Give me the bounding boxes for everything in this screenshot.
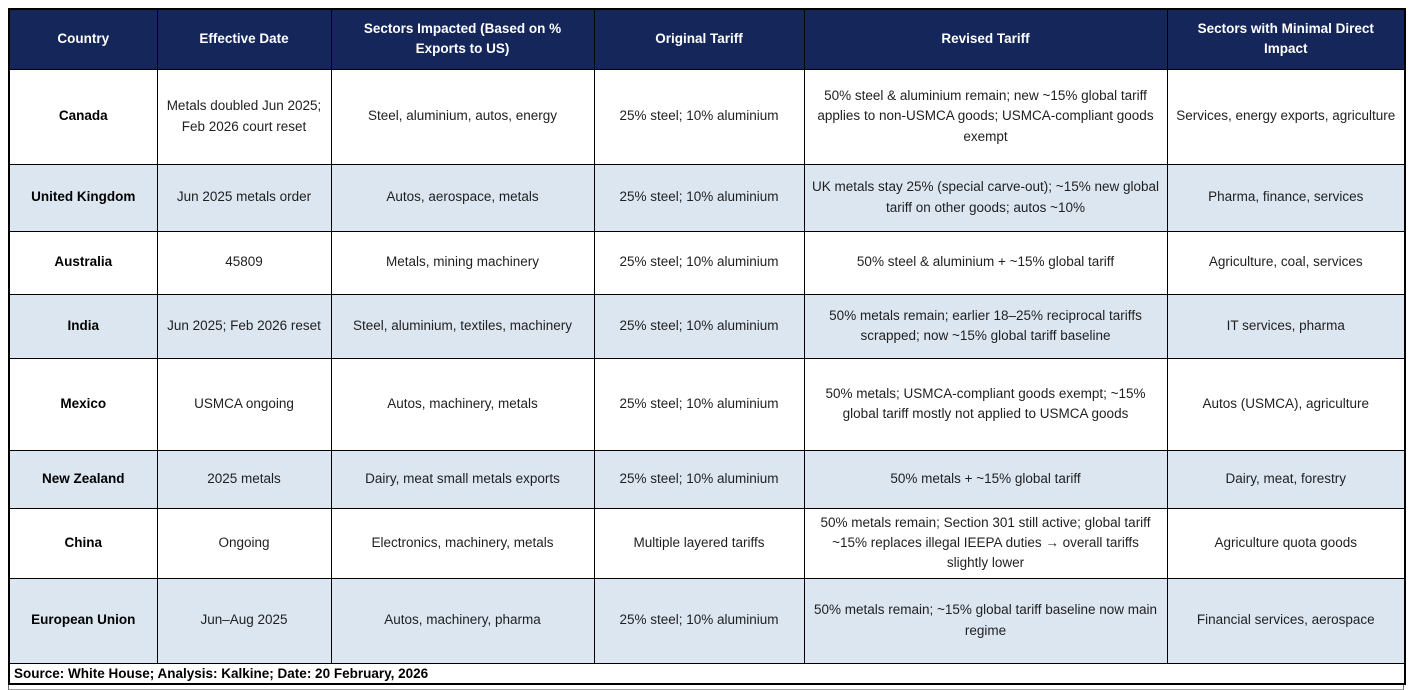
cell-effective-date: 2025 metals <box>156 449 332 509</box>
cell-minimal-impact: Pharma, finance, services <box>1166 163 1406 232</box>
cell-original-tariff: 25% steel; 10% aluminium <box>593 230 805 295</box>
cell-country: Mexico <box>8 357 158 451</box>
cell-effective-date: Metals doubled Jun 2025; Feb 2026 court … <box>156 68 332 165</box>
cell-original-tariff: Multiple layered tariffs <box>593 507 805 579</box>
table-row-european-union: European Union Jun–Aug 2025 Autos, machi… <box>8 577 1406 664</box>
tariff-table-container: Country Effective Date Sectors Impacted … <box>8 8 1406 690</box>
cell-revised-tariff: UK metals stay 25% (special carve-out); … <box>803 163 1168 232</box>
cell-sectors-impacted: Metals, mining machinery <box>330 230 595 295</box>
table-row-india: India Jun 2025; Feb 2026 reset Steel, al… <box>8 293 1406 359</box>
cell-revised-tariff: 50% steel & aluminium + ~15% global tari… <box>803 230 1168 295</box>
cell-sectors-impacted: Electronics, machinery, metals <box>330 507 595 579</box>
cell-country: European Union <box>8 577 158 664</box>
cell-effective-date: Jun–Aug 2025 <box>156 577 332 664</box>
cell-sectors-impacted: Autos, aerospace, metals <box>330 163 595 232</box>
column-header-original-tariff: Original Tariff <box>593 8 805 70</box>
source-note: Source: White House; Analysis: Kalkine; … <box>8 662 1406 686</box>
cell-revised-tariff: 50% metals remain; ~15% global tariff ba… <box>803 577 1168 664</box>
table-row-australia: Australia 45809 Metals, mining machinery… <box>8 230 1406 295</box>
cell-original-tariff: 25% steel; 10% aluminium <box>593 68 805 165</box>
cell-sectors-impacted: Dairy, meat small metals exports <box>330 449 595 509</box>
column-header-sectors-impacted: Sectors Impacted (Based on % Exports to … <box>330 8 595 70</box>
table-row-canada: Canada Metals doubled Jun 2025; Feb 2026… <box>8 68 1406 165</box>
cell-effective-date: Ongoing <box>156 507 332 579</box>
cell-effective-date: Jun 2025 metals order <box>156 163 332 232</box>
cell-sectors-impacted: Steel, aluminium, autos, energy <box>330 68 595 165</box>
table-row-china: China Ongoing Electronics, machinery, me… <box>8 507 1406 579</box>
cell-sectors-impacted: Autos, machinery, pharma <box>330 577 595 664</box>
cell-revised-tariff: 50% metals + ~15% global tariff <box>803 449 1168 509</box>
cell-revised-tariff: 50% metals; USMCA-compliant goods exempt… <box>803 357 1168 451</box>
column-header-minimal-impact: Sectors with Minimal Direct Impact <box>1166 8 1406 70</box>
source-row: Source: White House; Analysis: Kalkine; … <box>8 662 1406 686</box>
cell-revised-tariff: 50% metals remain; earlier 18–25% recipr… <box>803 293 1168 359</box>
cell-revised-tariff: 50% steel & aluminium remain; new ~15% g… <box>803 68 1168 165</box>
cell-minimal-impact: IT services, pharma <box>1166 293 1406 359</box>
cell-original-tariff: 25% steel; 10% aluminium <box>593 293 805 359</box>
cell-sectors-impacted: Autos, machinery, metals <box>330 357 595 451</box>
column-header-effective-date: Effective Date <box>156 8 332 70</box>
table-row-united-kingdom: United Kingdom Jun 2025 metals order Aut… <box>8 163 1406 232</box>
cell-effective-date: 45809 <box>156 230 332 295</box>
cell-original-tariff: 25% steel; 10% aluminium <box>593 449 805 509</box>
header-row: Country Effective Date Sectors Impacted … <box>8 8 1406 70</box>
cell-country: India <box>8 293 158 359</box>
cell-country: Canada <box>8 68 158 165</box>
cell-effective-date: Jun 2025; Feb 2026 reset <box>156 293 332 359</box>
cell-minimal-impact: Autos (USMCA), agriculture <box>1166 357 1406 451</box>
cell-sectors-impacted: Steel, aluminium, textiles, machinery <box>330 293 595 359</box>
cell-revised-tariff: 50% metals remain; Section 301 still act… <box>803 507 1168 579</box>
column-header-revised-tariff: Revised Tariff <box>803 8 1168 70</box>
cell-minimal-impact: Financial services, aerospace <box>1166 577 1406 664</box>
table-row-mexico: Mexico USMCA ongoing Autos, machinery, m… <box>8 357 1406 451</box>
cell-minimal-impact: Agriculture, coal, services <box>1166 230 1406 295</box>
cell-minimal-impact: Agriculture quota goods <box>1166 507 1406 579</box>
tariff-table: Country Effective Date Sectors Impacted … <box>8 8 1406 686</box>
cell-country: China <box>8 507 158 579</box>
cell-minimal-impact: Services, energy exports, agriculture <box>1166 68 1406 165</box>
cell-country: New Zealand <box>8 449 158 509</box>
cell-effective-date: USMCA ongoing <box>156 357 332 451</box>
cell-country: United Kingdom <box>8 163 158 232</box>
cell-minimal-impact: Dairy, meat, forestry <box>1166 449 1406 509</box>
table-row-new-zealand: New Zealand 2025 metals Dairy, meat smal… <box>8 449 1406 509</box>
column-header-country: Country <box>8 8 158 70</box>
cell-original-tariff: 25% steel; 10% aluminium <box>593 357 805 451</box>
cell-original-tariff: 25% steel; 10% aluminium <box>593 163 805 232</box>
cell-original-tariff: 25% steel; 10% aluminium <box>593 577 805 664</box>
cell-country: Australia <box>8 230 158 295</box>
